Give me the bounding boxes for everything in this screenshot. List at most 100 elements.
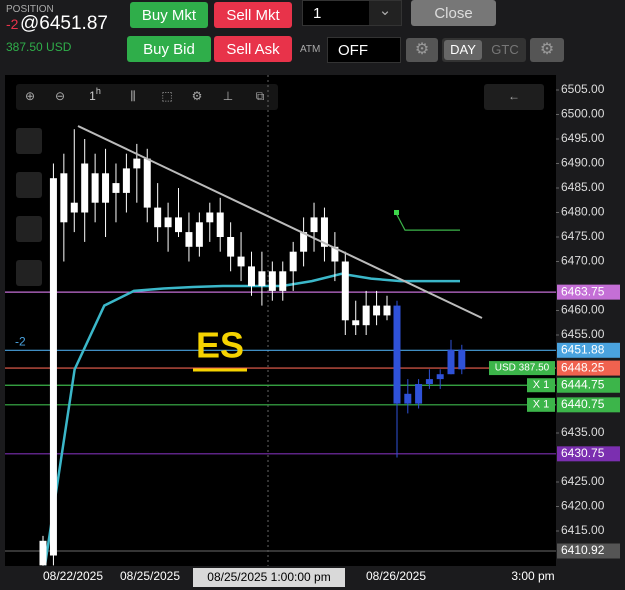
candle-body: [70, 202, 78, 213]
position-qty: -2: [6, 16, 19, 32]
settings[interactable]: ⚙: [192, 89, 203, 103]
quantity-value: 1: [313, 4, 322, 22]
candle-body: [373, 305, 381, 316]
sell-mkt[interactable]: Sell Mkt: [214, 2, 292, 28]
candle-body: [415, 384, 423, 404]
crosshair-label: 08/25/2025 1:00:00 pm: [207, 570, 330, 584]
candle-body: [60, 173, 68, 223]
candle-body: [393, 305, 401, 404]
x-axis: 08/22/2025 08/25/2025 08/26/2025 3:00 pm 08/…: [43, 568, 555, 587]
layout[interactable]: ⧉: [256, 89, 265, 103]
candle-body: [81, 163, 89, 213]
buy-bid[interactable]: Buy Bid: [127, 36, 211, 62]
price-tag: [557, 360, 620, 376]
buy-mkt[interactable]: Buy Mkt: [130, 2, 208, 28]
candle-body: [458, 349, 466, 370]
price-tag-label: 6451.88: [561, 342, 605, 356]
close-button[interactable]: Close: [411, 0, 496, 26]
candle-body: [404, 393, 412, 404]
tif-settings[interactable]: ⚙: [530, 38, 564, 62]
y-tick-label: 6495.00: [561, 131, 605, 145]
tool-note[interactable]: [16, 172, 42, 198]
y-tick-label: 6420.00: [561, 499, 605, 513]
y-tick-label: 6485.00: [561, 180, 605, 194]
toolbar-bg: [16, 84, 278, 110]
tool-lock[interactable]: [16, 260, 42, 286]
candle-body: [143, 158, 151, 208]
candle-body: [133, 158, 141, 169]
candle-body: [300, 232, 308, 252]
close-label: Close: [434, 4, 473, 22]
candle-body: [122, 168, 130, 193]
price-tag-label: 6444.75: [561, 377, 605, 391]
zoom-in[interactable]: ⊕: [25, 89, 35, 103]
tif-toggle[interactable]: DAY GTC: [442, 38, 526, 62]
back-arrow: ←: [508, 89, 520, 103]
quantity[interactable]: 1 ⌄: [302, 0, 402, 26]
candle-body: [310, 217, 318, 233]
atm-value: OFF: [338, 41, 368, 59]
y-tick-label: 6490.00: [561, 156, 605, 170]
price-tag: [557, 543, 620, 559]
order-tag: X 1: [533, 379, 550, 391]
price-tag: [557, 377, 620, 393]
tool-move[interactable]: [16, 128, 42, 154]
chart: ⊕ ⊖ 1h ⫼ ⬚ ⚙ ⊥ ⧉ ← -2 USD 387.50 X 1 X 1 ES…: [5, 75, 620, 587]
candle-body: [175, 217, 183, 233]
y-tick-label: 6480.00: [561, 205, 605, 219]
candle-body: [268, 271, 276, 291]
price-tag: [557, 284, 620, 300]
tif-day[interactable]: DAY: [444, 40, 482, 60]
x-label: 08/26/2025: [366, 569, 426, 583]
price-tag-label: 6448.25: [561, 360, 605, 374]
x-label: 08/25/2025: [120, 569, 180, 583]
interval[interactable]: 1h: [89, 86, 101, 103]
candle-body: [279, 271, 287, 291]
atm-select[interactable]: OFF: [327, 37, 401, 63]
price-tag-label: 6430.75: [561, 446, 605, 460]
candle-body: [341, 261, 349, 321]
candle-body: [91, 173, 99, 203]
candle-body: [320, 217, 328, 247]
candle-body: [39, 540, 47, 566]
back-button[interactable]: [484, 84, 544, 110]
y-tick-label: 6475.00: [561, 229, 605, 243]
candle-body: [154, 207, 162, 228]
y-tick-label: 6425.00: [561, 474, 605, 488]
atm-settings[interactable]: ⚙: [406, 38, 438, 62]
tif-gtc[interactable]: GTC: [491, 42, 519, 57]
price-tag-label: 6410.92: [561, 543, 605, 557]
position-marker: -2: [15, 334, 26, 348]
interval-value: 1: [89, 89, 96, 103]
price-tag: [557, 342, 620, 358]
candle-body: [206, 212, 214, 223]
plot: -2 USD 387.50 X 1 X 1: [5, 125, 556, 566]
y-tick-label: 6455.00: [561, 327, 605, 341]
candle-body: [289, 251, 297, 272]
target-line: [395, 212, 460, 231]
x-label: 08/22/2025: [43, 569, 103, 583]
chart-style[interactable]: ⫼: [130, 89, 136, 103]
symbol: ES: [196, 325, 244, 366]
candle-body: [425, 379, 433, 385]
order-tag-bg: [527, 378, 555, 393]
target-point: [394, 209, 399, 215]
sell-ask[interactable]: Sell Ask: [214, 36, 292, 62]
crosshair-tool[interactable]: ⬚: [161, 89, 172, 103]
candle-body: [112, 183, 120, 193]
x-label: 3:00 pm: [511, 569, 554, 583]
price-tag: [557, 397, 620, 413]
pnl-tag: USD 387.50: [495, 363, 550, 374]
trendline: [77, 125, 483, 319]
tool-line[interactable]: [16, 216, 42, 242]
indicators[interactable]: ⊥: [223, 89, 233, 103]
quantity-dropdown[interactable]: ⌄: [369, 1, 401, 25]
price-tag-label: 6440.75: [561, 397, 605, 411]
y-tick-label: 6470.00: [561, 254, 605, 268]
candle-body: [247, 266, 255, 287]
y-tick-label: 6435.00: [561, 425, 605, 439]
candle-body: [164, 217, 172, 228]
y-tick-label: 6505.00: [561, 82, 605, 96]
atm-label: ATM: [300, 44, 321, 55]
zoom-out[interactable]: ⊖: [55, 89, 65, 103]
